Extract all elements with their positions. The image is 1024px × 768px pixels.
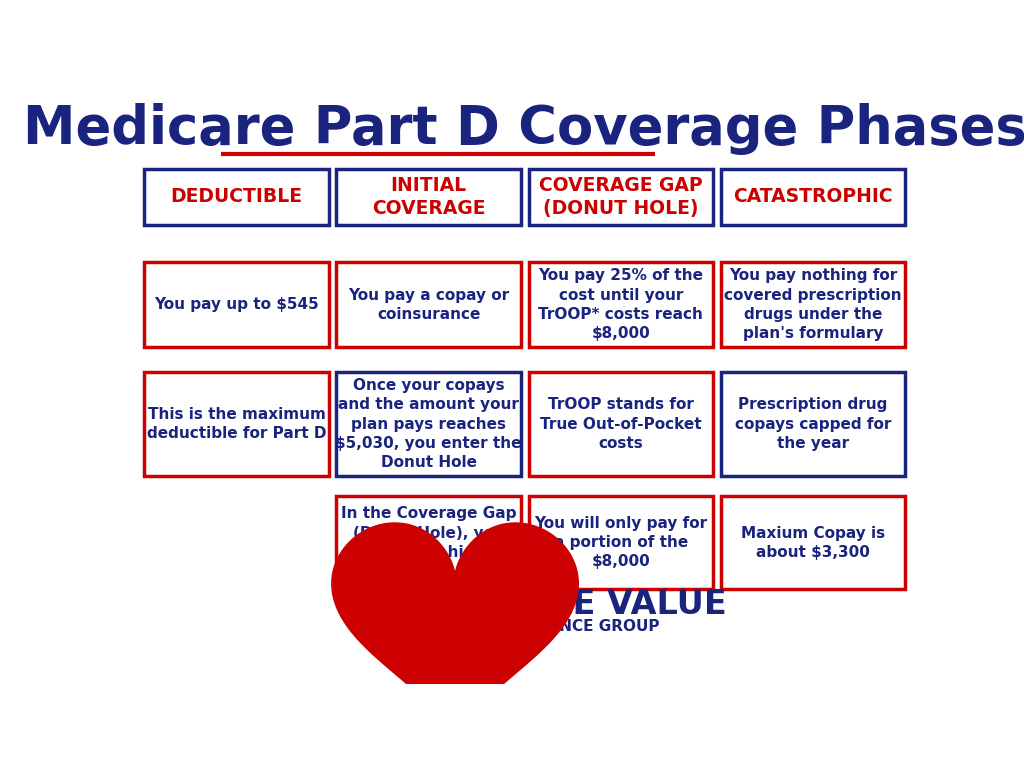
Text: You pay 25% of the
cost until your
TrOOP* costs reach
$8,000: You pay 25% of the cost until your TrOOP… bbox=[539, 268, 703, 341]
FancyBboxPatch shape bbox=[144, 372, 329, 476]
FancyBboxPatch shape bbox=[337, 372, 521, 476]
Text: You pay nothing for
covered prescription
drugs under the
plan's formulary: You pay nothing for covered prescription… bbox=[724, 268, 902, 341]
FancyBboxPatch shape bbox=[721, 372, 905, 476]
FancyBboxPatch shape bbox=[337, 169, 521, 224]
FancyBboxPatch shape bbox=[528, 496, 713, 589]
Text: This is the maximum
deductible for Part D: This is the maximum deductible for Part … bbox=[146, 407, 327, 441]
FancyBboxPatch shape bbox=[144, 169, 329, 224]
Text: Prescription drug
copays capped for
the year: Prescription drug copays capped for the … bbox=[735, 397, 891, 451]
Text: You pay up to $545: You pay up to $545 bbox=[155, 297, 318, 312]
Text: You will only pay for
a portion of the
$8,000: You will only pay for a portion of the $… bbox=[535, 516, 708, 569]
FancyBboxPatch shape bbox=[721, 169, 905, 224]
FancyBboxPatch shape bbox=[337, 263, 521, 347]
FancyBboxPatch shape bbox=[528, 263, 713, 347]
Text: You pay a copay or
coinsurance: You pay a copay or coinsurance bbox=[348, 287, 509, 322]
Text: Maxium Copay is
about $3,300: Maxium Copay is about $3,300 bbox=[741, 525, 885, 560]
FancyBboxPatch shape bbox=[528, 372, 713, 476]
Text: Medicare Part D Coverage Phases: Medicare Part D Coverage Phases bbox=[23, 103, 1024, 155]
FancyBboxPatch shape bbox=[721, 263, 905, 347]
Text: CATASTROPHIC: CATASTROPHIC bbox=[733, 187, 893, 207]
Text: DEDUCTIBLE: DEDUCTIBLE bbox=[171, 187, 302, 207]
FancyBboxPatch shape bbox=[144, 263, 329, 347]
FancyBboxPatch shape bbox=[721, 496, 905, 589]
Text: COVERAGE GAP
(DONUT HOLE): COVERAGE GAP (DONUT HOLE) bbox=[539, 176, 702, 218]
Circle shape bbox=[424, 585, 483, 644]
FancyBboxPatch shape bbox=[337, 496, 521, 589]
Text: TrOOP stands for
True Out-of-Pocket
costs: TrOOP stands for True Out-of-Pocket cost… bbox=[540, 397, 701, 451]
Text: Once your copays
and the amount your
plan pays reaches
$5,030, you enter the
Don: Once your copays and the amount your pla… bbox=[336, 378, 522, 470]
Text: CORE VALUE: CORE VALUE bbox=[494, 588, 727, 621]
Text: INSURANCE GROUP: INSURANCE GROUP bbox=[494, 619, 659, 634]
FancyBboxPatch shape bbox=[528, 169, 713, 224]
Polygon shape bbox=[332, 523, 579, 744]
Text: In the Coverage Gap
(Donut Hole), you
may pay a higher
cost: In the Coverage Gap (Donut Hole), you ma… bbox=[341, 506, 516, 579]
Circle shape bbox=[442, 596, 480, 633]
Text: INITIAL
COVERAGE: INITIAL COVERAGE bbox=[372, 176, 485, 218]
